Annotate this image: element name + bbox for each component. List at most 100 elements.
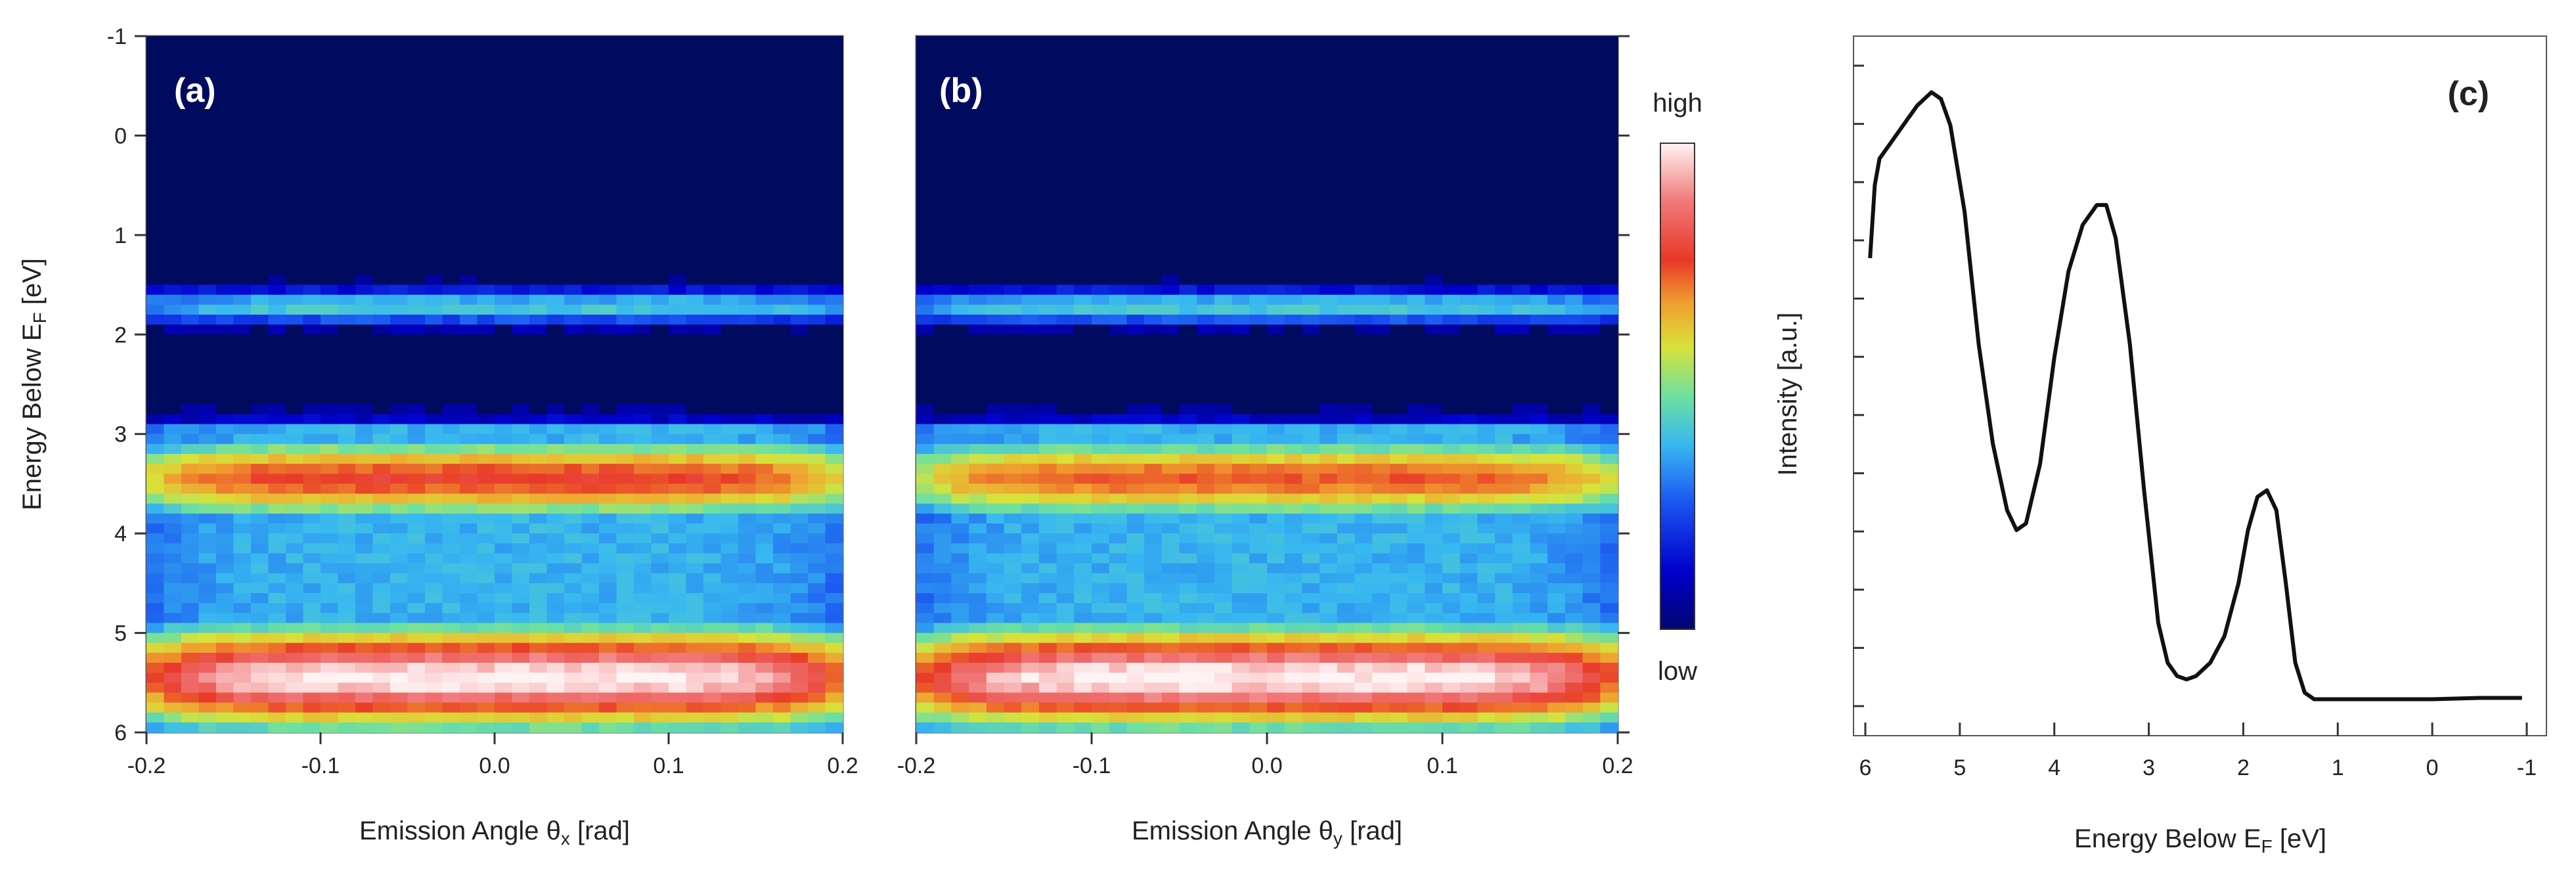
heatmap-cell — [755, 454, 774, 464]
heatmap-cell — [773, 334, 791, 346]
heatmap-cell — [1232, 255, 1251, 266]
heatmap-cell — [321, 106, 339, 116]
heatmap-cell — [477, 364, 495, 375]
heatmap-cell — [564, 215, 583, 226]
heatmap-cell — [164, 454, 182, 464]
heatmap-cell — [1092, 374, 1110, 385]
heatmap-cell — [669, 583, 687, 594]
heatmap-cell — [969, 464, 987, 475]
heatmap-cell — [146, 623, 165, 634]
heatmap-cell — [216, 284, 234, 296]
heatmap-cell — [1407, 434, 1426, 445]
heatmap-cell — [442, 553, 460, 564]
heatmap-cell — [825, 265, 843, 276]
heatmap-cell — [425, 85, 443, 97]
heatmap-cell — [790, 155, 809, 166]
heatmap-cell — [1074, 483, 1092, 495]
heatmap-cell — [1144, 165, 1163, 176]
heatmap-cell — [198, 225, 217, 236]
heatmap-cell — [1161, 76, 1180, 87]
heatmap-cell — [477, 265, 495, 276]
heatmap-cell — [1197, 434, 1215, 445]
heatmap-cell — [1354, 36, 1373, 47]
heatmap-cell — [1092, 116, 1110, 127]
heatmap-cell — [825, 354, 843, 365]
heatmap-cell — [651, 652, 669, 663]
heatmap-cell — [1161, 106, 1180, 116]
heatmap-cell — [442, 304, 460, 315]
heatmap-cell — [529, 673, 548, 684]
heatmap-cell — [546, 464, 565, 475]
heatmap-cell — [355, 284, 374, 296]
heatmap-cell — [1389, 374, 1408, 385]
heatmap-cell — [1161, 155, 1180, 166]
heatmap-cell — [1126, 165, 1145, 176]
heatmap-cell — [181, 533, 200, 545]
heatmap-cell — [355, 205, 374, 216]
heatmap-cell — [1407, 543, 1426, 554]
heatmap-cell — [1512, 483, 1531, 495]
heatmap-cell — [564, 513, 583, 524]
heatmap-cell — [721, 474, 739, 485]
heatmap-cell — [986, 364, 1005, 375]
heatmap-cell — [808, 315, 826, 325]
heatmap-cell — [1600, 76, 1618, 87]
heatmap-cell — [512, 195, 530, 206]
heatmap-cell — [442, 454, 460, 464]
heatmap-cell — [1389, 195, 1408, 206]
heatmap-cell — [1144, 145, 1163, 156]
heatmap-cell — [198, 284, 217, 296]
heatmap-cell — [338, 255, 356, 266]
heatmap-cell — [268, 364, 286, 375]
heatmap-cell — [1284, 434, 1303, 445]
heatmap-cell — [790, 404, 809, 415]
heatmap-cell — [355, 483, 374, 495]
heatmap-cell — [198, 265, 217, 276]
heatmap-cell — [390, 106, 409, 116]
heatmap-cell — [338, 225, 356, 236]
heatmap-cell — [1425, 175, 1443, 186]
heatmap-cell — [1442, 195, 1461, 206]
heatmap-cell — [1267, 533, 1285, 545]
heatmap-cell — [1459, 165, 1478, 176]
heatmap-cell — [268, 454, 286, 464]
heatmap-cell — [669, 135, 687, 146]
heatmap-cell — [581, 454, 600, 464]
heatmap-cell — [1512, 364, 1531, 375]
heatmap-cell — [1512, 46, 1531, 57]
heatmap-cell — [1109, 344, 1128, 355]
heatmap-cell — [1004, 135, 1022, 146]
heatmap-cell — [1407, 76, 1426, 87]
heatmap-cell — [1442, 543, 1461, 554]
heatmap-cell — [1547, 95, 1566, 106]
heatmap-cell — [442, 324, 460, 336]
heatmap-cell — [529, 563, 548, 574]
heatmap-cell — [181, 95, 200, 106]
heatmap-cell — [355, 652, 374, 663]
heatmap-cell — [1407, 155, 1426, 166]
heatmap-cell — [669, 185, 687, 196]
heatmap-cell — [321, 663, 339, 673]
heatmap-cell — [1284, 245, 1303, 256]
heatmap-cell — [1320, 46, 1338, 57]
heatmap-cell — [1407, 125, 1426, 137]
heatmap-cell — [755, 563, 774, 574]
heatmap-cell — [1372, 464, 1390, 475]
heatmap-cell — [181, 652, 200, 663]
heatmap-cell — [1232, 553, 1251, 564]
heatmap-cell — [1021, 414, 1040, 425]
heatmap-cell — [686, 663, 704, 673]
heatmap-cell — [1232, 503, 1251, 514]
heatmap-cell — [1038, 234, 1057, 246]
heatmap-cell — [425, 245, 443, 256]
heatmap-cell — [1354, 543, 1373, 554]
heatmap-cell — [1126, 195, 1145, 206]
y-tick-label: -1 — [107, 24, 127, 49]
heatmap-cell — [1179, 464, 1197, 475]
heatmap-cell — [1547, 464, 1566, 475]
heatmap-cell — [703, 652, 722, 663]
heatmap-cell — [986, 284, 1005, 296]
heatmap-cell — [1407, 116, 1426, 127]
heatmap-cell — [1249, 165, 1268, 176]
heatmap-cell — [651, 454, 669, 464]
